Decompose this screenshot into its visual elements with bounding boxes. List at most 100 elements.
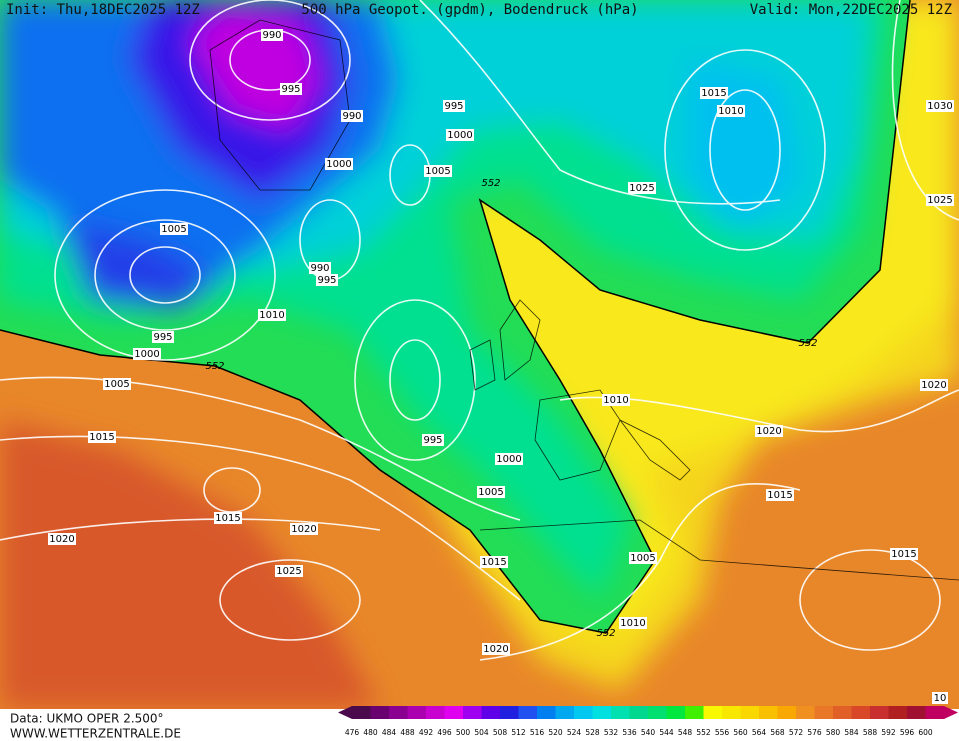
isobar-label: 1000 [447, 130, 472, 141]
isobar-label: 1020 [483, 644, 508, 655]
cbar-label: 512 [511, 728, 526, 737]
cbar-cell [574, 706, 593, 719]
label-box [619, 617, 647, 629]
cbar-cell [777, 706, 797, 719]
cbar-cell [703, 706, 723, 719]
isobar-label: 1010 [603, 395, 628, 406]
cbar-label: 568 [770, 728, 785, 737]
cbar-cell [814, 706, 834, 719]
cbar-cell [925, 706, 945, 719]
cbar-label: 572 [789, 728, 804, 737]
cbar-cell [555, 706, 575, 719]
isobar-label: 1010 [620, 618, 645, 629]
cbar-cell [426, 706, 445, 719]
cbar-label: 480 [363, 728, 378, 737]
label-box [443, 100, 465, 112]
cbar-cell [740, 706, 760, 719]
isobar-label: 990 [262, 30, 281, 41]
isobar-label: 1000 [134, 349, 159, 360]
cbar-label: 536 [622, 728, 637, 737]
cbar-cell [870, 706, 889, 719]
cbar-label: 564 [752, 728, 767, 737]
label-box [700, 87, 728, 99]
label-box [480, 556, 508, 568]
map-title: 500 hPa Geopot. (gpdm), Bodendruck (hPa) [301, 2, 638, 18]
cbar-label: 544 [659, 728, 674, 737]
isobar-label: 1005 [161, 224, 186, 235]
cbar-label: 484 [382, 728, 397, 737]
cbar-cell [592, 706, 612, 719]
label-box [629, 552, 657, 564]
isobar-label: 1010 [718, 106, 743, 117]
colorbar: 476 480 484 488 492 496 500 504 508 512 516 520 524 5… [338, 706, 958, 737]
label-box [258, 309, 286, 321]
cbar-label: 592 [881, 728, 896, 737]
isobar-label: 1005 [630, 553, 655, 564]
field [0, 0, 959, 709]
label-box [325, 158, 353, 170]
cbar-cell [796, 706, 815, 719]
cbar-cell [463, 706, 482, 719]
label-box [103, 378, 131, 390]
cbar-label: 596 [900, 728, 915, 737]
label-box [88, 431, 116, 443]
cbar-cell [500, 706, 519, 719]
label-box [717, 105, 745, 117]
cbar-label: 576 [807, 728, 822, 737]
cbar-cell [888, 706, 908, 719]
cbar-label: 540 [641, 728, 656, 737]
label-box [755, 425, 783, 437]
label-box [341, 110, 363, 122]
label-box [482, 643, 510, 655]
isobar-label: 995 [444, 101, 463, 112]
isobar-label: 1030 [927, 101, 952, 112]
label-box [890, 548, 918, 560]
label-box [422, 434, 444, 446]
label-box [133, 348, 161, 360]
isobar-label: 995 [153, 332, 172, 343]
isobar-label: 552 [596, 628, 615, 639]
cbar-label: 580 [826, 728, 841, 737]
cbar-cell [611, 706, 630, 719]
cbar-label: 588 [863, 728, 878, 737]
cbar-label: 520 [548, 728, 563, 737]
label-box [275, 565, 303, 577]
cbar-label: 500 [456, 728, 471, 737]
isobar-label: 1025 [629, 183, 654, 194]
init-time: Init: Thu,18DEC2025 12Z [6, 2, 200, 18]
label-box [424, 165, 452, 177]
isobar-label: 1010 [259, 310, 284, 321]
cbar-cell [370, 706, 390, 719]
isobar-label: 1000 [496, 454, 521, 465]
cbar-cell [629, 706, 649, 719]
cbar-cell [518, 706, 538, 719]
cbar-label: 532 [604, 728, 619, 737]
cbar-label: 492 [419, 728, 434, 737]
cbar-cell [759, 706, 778, 719]
isobar-label: 995 [281, 84, 300, 95]
isobar-label: 990 [342, 111, 361, 122]
isobar-label: 1025 [927, 195, 952, 206]
cbar-cell [389, 706, 408, 719]
isobar-label: 1015 [89, 432, 114, 443]
cbar-cell [833, 706, 852, 719]
isobar-label: 1015 [891, 549, 916, 560]
cbar-cell [685, 706, 704, 719]
cbar-cell [537, 706, 556, 719]
isobar-label: 552 [798, 338, 817, 349]
cbar-cell [666, 706, 686, 719]
isobar-label: 1005 [104, 379, 129, 390]
isobar-label: 1005 [425, 166, 450, 177]
cbar-label: 548 [678, 728, 693, 737]
valid-time: Valid: Mon,22DEC2025 12Z [750, 2, 952, 18]
cbar-label: 488 [400, 728, 415, 737]
isobar-label: 552 [481, 178, 500, 189]
isobar-label: 1020 [49, 534, 74, 545]
cbar-label: 476 [345, 728, 360, 737]
cbar-cell [407, 706, 427, 719]
cbar-label: 556 [715, 728, 730, 737]
cbar-label: 552 [696, 728, 711, 737]
cbar-arrow [338, 706, 352, 719]
cbar-cell [352, 706, 371, 719]
isobar-label: 552 [205, 361, 224, 372]
